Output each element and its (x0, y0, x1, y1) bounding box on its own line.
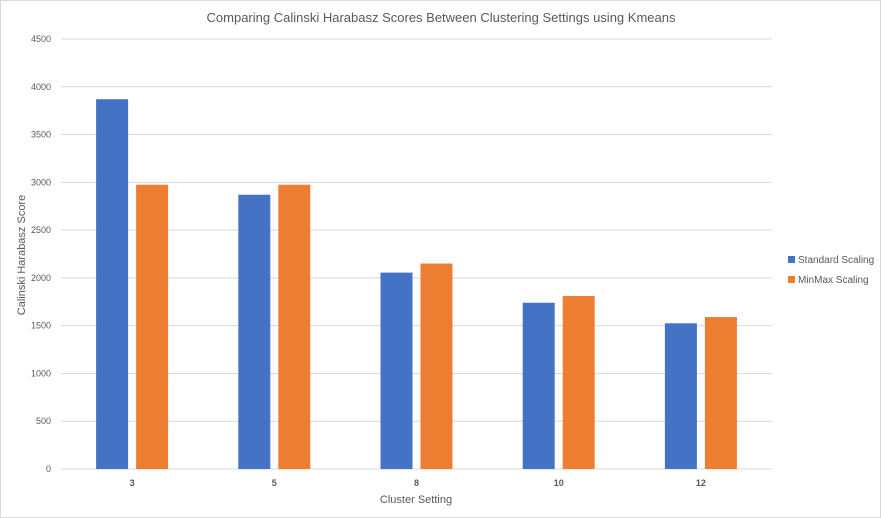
legend: Standard Scaling MinMax Scaling (788, 255, 874, 286)
y-tick-label: 1500 (31, 321, 51, 331)
legend-swatch (788, 276, 795, 283)
legend-label: MinMax Scaling (798, 275, 869, 286)
legend-label: Standard Scaling (798, 255, 874, 266)
bar-minmax-scaling-5 (278, 184, 311, 469)
y-tick-label: 3500 (31, 130, 51, 140)
x-axis-ticks: 3 5 8 10 12 (130, 478, 706, 488)
y-axis-ticks: 0 500 1000 1500 2000 2500 3000 3500 4000 4500 (31, 34, 51, 474)
bar-minmax-scaling-12 (704, 317, 737, 469)
bar-minmax-scaling-10 (562, 296, 595, 469)
bar-standard-scaling-5 (238, 194, 271, 469)
gridlines (61, 38, 772, 470)
x-tick-label: 12 (696, 478, 706, 488)
x-tick-label: 5 (272, 478, 277, 488)
x-axis-label: Cluster Setting (380, 494, 452, 506)
y-axis-label: Calinski Harabasz Score (16, 195, 28, 315)
bar-standard-scaling-3 (96, 99, 129, 469)
y-tick-label: 1000 (31, 368, 51, 378)
bar-standard-scaling-8 (380, 272, 413, 469)
x-tick-label: 8 (414, 478, 419, 488)
bars (96, 99, 737, 469)
y-tick-label: 4500 (31, 34, 51, 44)
x-tick-label: 10 (554, 478, 564, 488)
legend-swatch (788, 256, 795, 263)
y-tick-label: 2500 (31, 225, 51, 235)
x-tick-label: 3 (130, 478, 135, 488)
chart-title: Comparing Calinski Harabasz Scores Betwe… (207, 10, 676, 25)
bar-minmax-scaling-8 (420, 263, 453, 469)
y-tick-label: 2000 (31, 273, 51, 283)
y-tick-label: 500 (36, 416, 51, 426)
bar-standard-scaling-10 (522, 302, 555, 469)
y-tick-label: 3000 (31, 177, 51, 187)
y-tick-label: 4000 (31, 82, 51, 92)
y-tick-label: 0 (46, 464, 51, 474)
bar-standard-scaling-12 (664, 323, 697, 469)
bar-minmax-scaling-3 (136, 184, 169, 469)
